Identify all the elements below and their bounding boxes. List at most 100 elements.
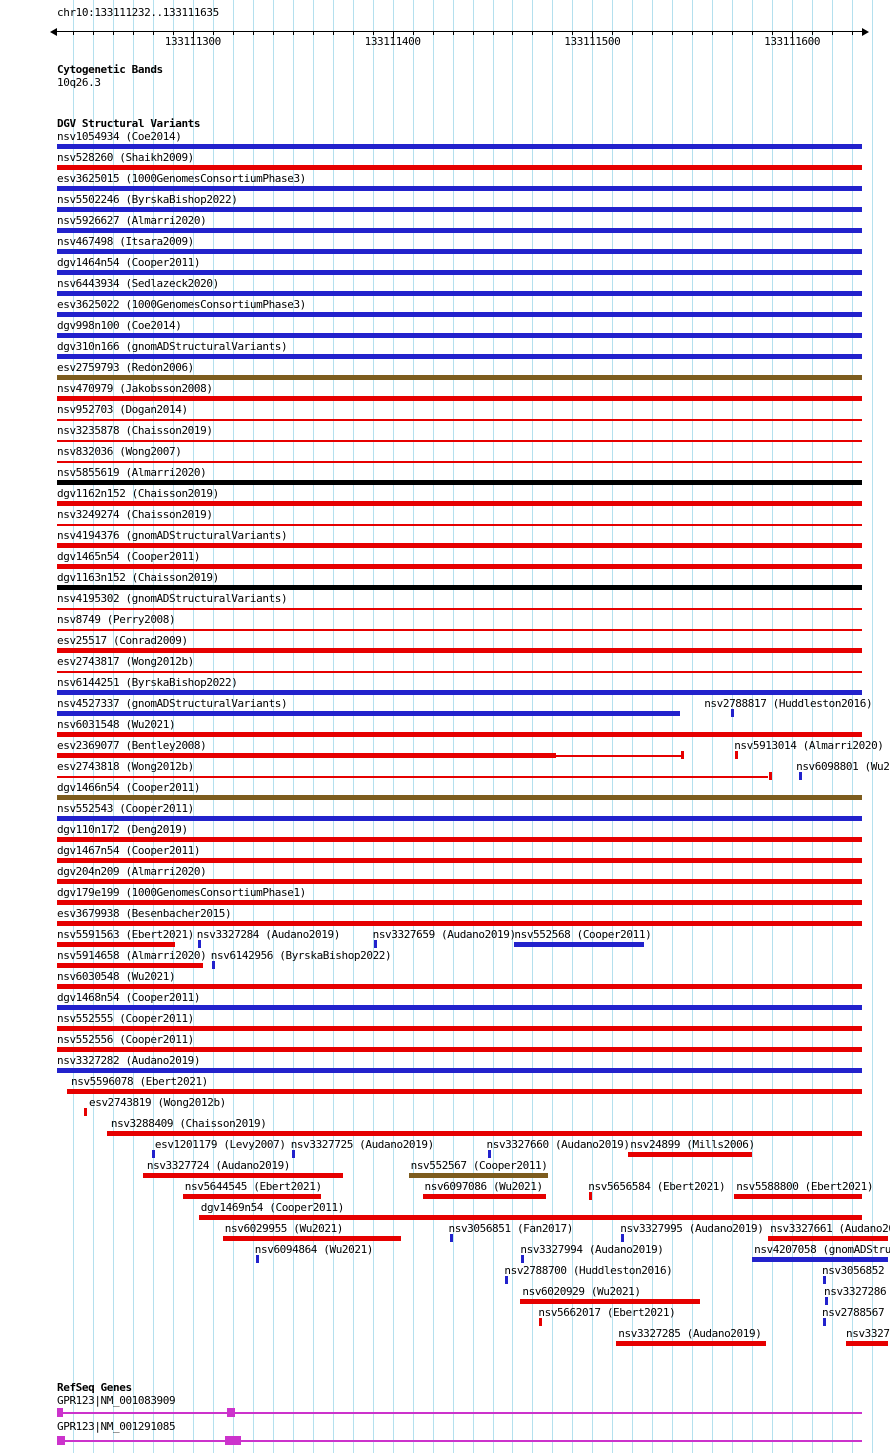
variant-label[interactable]: nsv3327286 ( [824, 1285, 887, 1298]
variant-line[interactable] [57, 419, 862, 421]
variant-label[interactable]: nsv470979 (Jakobsson2008) [57, 382, 213, 395]
variant-label[interactable]: nsv5662017 (Ebert2021) [538, 1306, 676, 1319]
variant-label[interactable]: nsv832036 (Wong2007) [57, 445, 182, 458]
variant-label[interactable]: nsv3288409 (Chaisson2019) [110, 1117, 267, 1130]
variant-bar[interactable] [57, 837, 862, 842]
variant-line[interactable] [57, 629, 862, 631]
variant-label[interactable]: nsv4527337 (gnomADStructuralVariants) [57, 697, 288, 710]
variant-tick[interactable] [84, 1108, 87, 1116]
variant-bar[interactable] [57, 270, 862, 275]
variant-label[interactable]: nsv5502246 (ByrskaBishop2022) [57, 193, 238, 206]
variant-bar[interactable] [57, 795, 862, 800]
variant-label[interactable]: nsv3235878 (Chaisson2019) [57, 424, 213, 437]
variant-bar[interactable] [67, 1089, 862, 1094]
variant-label[interactable]: dgv1467n54 (Cooper2011) [57, 844, 201, 857]
variant-label[interactable]: nsv3327285 (Audano2019) [618, 1327, 762, 1340]
variant-tick[interactable] [799, 772, 803, 780]
variant-bar[interactable] [57, 1005, 862, 1010]
variant-bar[interactable] [514, 942, 645, 947]
variant-label[interactable]: nsv3327725 (Audano2019) [290, 1138, 435, 1151]
variant-bar[interactable] [198, 1215, 862, 1220]
variant-bar[interactable] [57, 753, 557, 758]
variant-bar[interactable] [57, 858, 862, 863]
variant-label[interactable]: nsv3327724 (Audano2019) [146, 1159, 291, 1172]
variant-label[interactable]: nsv552568 (Cooper2011) [514, 928, 652, 941]
variant-bar[interactable] [57, 207, 862, 212]
variant-label[interactable]: esv2743819 (Wong2012b) [89, 1096, 226, 1109]
variant-bar[interactable] [768, 1236, 888, 1241]
variant-label[interactable]: nsv552555 (Cooper2011) [57, 1012, 194, 1025]
variant-label[interactable]: dgv204n209 (Almarri2020) [57, 865, 207, 878]
variant-label[interactable]: nsv5656584 (Ebert2021) [588, 1180, 726, 1193]
variant-label[interactable]: nsv5913014 (Almarri2020) [734, 739, 884, 752]
variant-label[interactable]: nsv3327994 (Audano2019) [520, 1243, 664, 1256]
variant-bar[interactable] [57, 879, 862, 884]
variant-bar[interactable] [222, 1236, 401, 1241]
variant-label[interactable]: nsv2788567 ( [822, 1306, 890, 1319]
gene-exon[interactable] [224, 1436, 241, 1445]
variant-tick[interactable] [731, 709, 735, 717]
variant-label[interactable]: nsv5926627 (Almarri2020) [57, 214, 207, 227]
variant-label[interactable]: nsv4194376 (gnomADStructuralVariants) [57, 529, 288, 542]
variant-label[interactable]: nsv3327284 (Audano2019) [196, 928, 341, 941]
variant-label[interactable]: nsv552543 (Cooper2011) [57, 802, 194, 815]
variant-label[interactable]: dgv110n172 (Deng2019) [57, 823, 188, 836]
variant-label[interactable]: nsv6094864 (Wu2021) [254, 1243, 374, 1256]
variant-bar[interactable] [57, 816, 862, 821]
variant-bar[interactable] [57, 585, 862, 590]
variant-tick[interactable] [151, 1150, 155, 1158]
variant-tick[interactable] [197, 940, 201, 948]
variant-label[interactable]: dgv179e199 (1000GenomesConsortiumPhase1) [57, 886, 306, 899]
variant-bar[interactable] [57, 375, 862, 380]
variant-bar[interactable] [57, 564, 862, 569]
gene-intron-line[interactable] [57, 1412, 862, 1414]
variant-bar[interactable] [57, 165, 862, 170]
variant-bar[interactable] [846, 1341, 888, 1346]
variant-tick[interactable] [487, 1150, 491, 1158]
variant-bar[interactable] [57, 480, 862, 485]
variant-label[interactable]: nsv5591563 (Ebert2021) [57, 928, 194, 941]
gene-label[interactable]: GPR123|NM_001291085 [57, 1420, 176, 1433]
variant-label[interactable]: nsv3327661 (Audano2019) [770, 1222, 890, 1235]
variant-bar[interactable] [57, 333, 862, 338]
variant-label[interactable]: esv3679938 (Besenbacher2015) [57, 907, 232, 920]
variant-tick[interactable] [823, 1318, 826, 1326]
variant-bar[interactable] [57, 900, 862, 905]
variant-label[interactable]: dgv1464n54 (Cooper2011) [57, 256, 201, 269]
variant-label[interactable]: nsv1054934 (Coe2014) [57, 130, 182, 143]
variant-bar[interactable] [57, 942, 175, 947]
variant-bar[interactable] [57, 291, 862, 296]
variant-bar[interactable] [57, 543, 862, 548]
variant-label[interactable]: nsv3249274 (Chaisson2019) [57, 508, 213, 521]
variant-bar[interactable] [57, 711, 681, 716]
variant-label[interactable]: nsv467498 (Itsara2009) [57, 235, 194, 248]
variant-label[interactable]: esv25517 (Conrad2009) [57, 634, 188, 647]
variant-bar[interactable] [57, 186, 862, 191]
variant-bar[interactable] [616, 1341, 767, 1346]
variant-tick[interactable] [505, 1276, 509, 1284]
variant-label[interactable]: nsv6031548 (Wu2021) [57, 718, 176, 731]
variant-label[interactable]: esv2759793 (Redon2006) [57, 361, 194, 374]
gene-exon[interactable] [57, 1436, 65, 1445]
variant-tick[interactable] [681, 751, 685, 759]
variant-bar[interactable] [57, 648, 862, 653]
variant-label[interactable]: dgv1469n54 (Cooper2011) [200, 1201, 345, 1214]
variant-line[interactable] [57, 461, 862, 463]
variant-label[interactable]: dgv1163n152 (Chaisson2019) [57, 571, 219, 584]
variant-label[interactable]: nsv8749 (Perry2008) [57, 613, 176, 626]
variant-label[interactable]: nsv4195302 (gnomADStructuralVariants) [57, 592, 288, 605]
variant-label[interactable]: nsv6030548 (Wu2021) [57, 970, 176, 983]
variant-label[interactable]: dgv1465n54 (Cooper2011) [57, 550, 201, 563]
variant-label[interactable]: nsv6443934 (Sedlazeck2020) [57, 277, 219, 290]
variant-tick[interactable] [589, 1192, 593, 1200]
variant-bar[interactable] [57, 228, 862, 233]
variant-label[interactable]: nsv33276 [846, 1327, 890, 1340]
variant-tick[interactable] [449, 1234, 453, 1242]
variant-bar[interactable] [57, 1047, 862, 1052]
variant-bar[interactable] [57, 501, 862, 506]
variant-tick[interactable] [521, 1255, 525, 1263]
variant-label[interactable]: nsv2788817 (Huddleston2016) [704, 697, 873, 710]
variant-bar[interactable] [422, 1194, 547, 1199]
variant-label[interactable]: nsv2788700 (Huddleston2016) [504, 1264, 673, 1277]
variant-label[interactable]: nsv6020929 (Wu2021) [522, 1285, 641, 1298]
